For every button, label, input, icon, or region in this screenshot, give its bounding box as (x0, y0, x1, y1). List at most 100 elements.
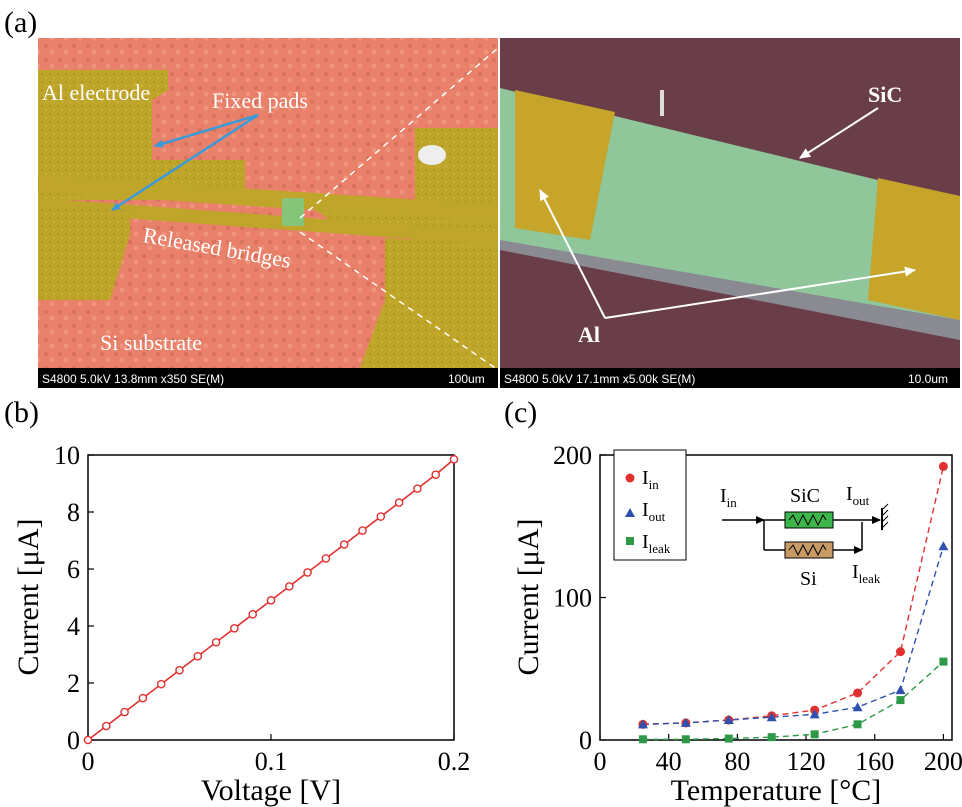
circuit-label-sic: SiC (790, 485, 820, 507)
chart-c-legend: Iin Iout Ileak (613, 449, 687, 561)
sem-image-right: S4800 5.0kV 17.1mm x5.00k SE(M) 10.0um S… (500, 38, 960, 388)
chart-c-point-i-in (853, 688, 863, 698)
legend-entry-leak: Ileak (642, 531, 671, 556)
chart-b-ylabel: Current [μA] (12, 519, 45, 676)
chart-c-point-i-leak (638, 735, 647, 744)
chart-b-point (211, 637, 221, 647)
chart-b-ytick-label: 4 (67, 612, 80, 641)
chart-c-point-i-leak (896, 696, 905, 705)
chart-b-point (339, 540, 349, 549)
chart-b-point (230, 623, 239, 633)
chart-c-point-i-out (723, 715, 734, 725)
chart-c-fit-i-leak (642, 661, 944, 740)
inset-circuit: Iin SiC Iout Si Ileak (720, 483, 889, 590)
electrode-pad-bottom-left (38, 205, 130, 300)
legend-marker-leak (626, 537, 634, 545)
chart-c-point-i-out (637, 719, 648, 729)
legend-marker-out (625, 508, 635, 517)
chart-b-point (248, 610, 257, 619)
chart-b-point (175, 665, 184, 675)
chart-b: 0 0.1 0.2 0 2 4 6 8 10 Voltage [V] Current [μA] (12, 441, 470, 807)
chart-c-xtick-label: 160 (855, 747, 894, 776)
chart-b-point (394, 498, 404, 507)
panel-label-a: (a) (4, 6, 37, 39)
sic-arrow (799, 107, 879, 159)
chart-c-ytick-label: 100 (553, 584, 592, 613)
chart-b-xtick-label: 0.1 (255, 747, 288, 776)
chart-b-ytick-label: 6 (67, 555, 80, 584)
chart-b-ytick-label: 2 (67, 669, 80, 698)
chart-c-point-i-in (938, 461, 948, 471)
chart-c-point-i-leak (810, 730, 819, 739)
chart-c-point-i-out (895, 685, 906, 695)
chart-c-ytick-label: 200 (553, 441, 592, 470)
fixed-pads-arrow-1 (154, 113, 259, 148)
sem-image-left: S4800 5.0kV 13.8mm x350 SE(M) 100um Al e… (38, 38, 499, 388)
label-fixed-pads: Fixed pads (212, 88, 308, 113)
bridge-highlight (282, 198, 304, 226)
electrode-pad-bottom-right (360, 238, 498, 368)
chart-c-point-i-out (766, 712, 777, 722)
chart-b-ytick-label: 8 (67, 498, 80, 527)
chart-c-xlabel: Temperature [°C] (671, 774, 882, 807)
electrode-pad-top-right (300, 128, 498, 250)
chart-b-point (321, 554, 331, 563)
chart-c-xtick-label: 120 (787, 747, 826, 776)
legend-marker-in (625, 473, 635, 483)
chart-b-xtick-label: 0 (82, 747, 95, 776)
chart-b-point (284, 582, 294, 591)
chart-c: 0 40 80 120 160 200 0 100 200 Temperature [°C] C… (512, 441, 962, 807)
chart-b-point (120, 707, 129, 717)
label-al-electrode: Al electrode (42, 80, 150, 105)
fixed-pads-arrow-2 (111, 113, 259, 212)
chart-c-xtick-label: 80 (724, 747, 750, 776)
chart-b-point (413, 484, 422, 493)
label-si-substrate: Si substrate (100, 330, 202, 355)
sic-beam (500, 88, 960, 320)
chart-b-ytick-label: 10 (54, 441, 80, 470)
circuit-label-i-in: Iin (720, 485, 737, 510)
released-bridge-bottom (38, 198, 498, 245)
chart-c-xtick-label: 40 (656, 747, 682, 776)
chart-b-point (83, 735, 93, 745)
chart-c-ytick-label: 0 (579, 726, 592, 755)
chart-c-fit-i-out (642, 545, 945, 726)
chart-c-point-i-out (809, 709, 820, 719)
zoom-line-bottom (299, 231, 499, 371)
chart-c-point-i-out (938, 541, 949, 551)
electrode-pad-top-left (38, 70, 245, 200)
chart-c-point-i-leak (939, 657, 948, 666)
chart-b-point (358, 526, 367, 535)
legend-entry-out: Iout (642, 499, 666, 524)
panel-label-c: (c) (504, 396, 537, 429)
chart-b-point (449, 454, 459, 464)
al-arrow-left (539, 189, 606, 319)
chart-b-point (102, 721, 111, 731)
panel-label-b: (b) (4, 396, 39, 429)
circuit-label-i-leak: Ileak (852, 561, 881, 586)
chart-c-point-i-leak (853, 720, 862, 729)
chart-c-ylabel: Current [μA] (512, 519, 545, 676)
chart-c-point-i-out (680, 717, 691, 727)
chart-c-xtick-label: 0 (594, 747, 607, 776)
sem-left-scale: 100um (448, 372, 485, 386)
al-arrow-right (604, 266, 916, 319)
chart-b-point (193, 651, 203, 661)
label-sic: SiC (868, 82, 902, 107)
al-contact-left (515, 90, 615, 240)
chart-c-point-i-leak (767, 733, 776, 742)
sem-left-info: S4800 5.0kV 13.8mm x350 SE(M) (42, 372, 224, 386)
chart-b-point (376, 512, 386, 521)
chart-c-point-i-leak (681, 735, 690, 744)
label-al: Al (578, 322, 600, 347)
sem-right-info: S4800 5.0kV 17.1mm x5.00k SE(M) (504, 372, 695, 386)
chart-c-point-i-out (852, 702, 863, 712)
chart-b-point (303, 568, 312, 577)
chart-c-point-i-leak (724, 734, 733, 743)
released-bridge-top (38, 175, 498, 222)
chart-b-xlabel: Voltage [V] (201, 774, 341, 807)
chart-c-xtick-label: 200 (924, 747, 962, 776)
circuit-label-si: Si (800, 568, 817, 590)
chart-b-point (431, 470, 441, 479)
